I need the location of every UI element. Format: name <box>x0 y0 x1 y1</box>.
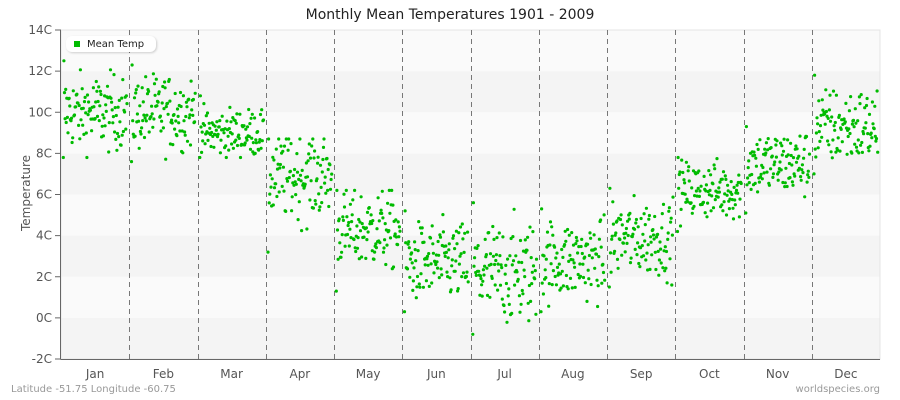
svg-text:6C: 6C <box>36 188 52 202</box>
svg-text:0C: 0C <box>36 311 52 325</box>
svg-text:Jun: Jun <box>426 367 446 381</box>
location-caption: Latitude -51.75 Longitude -60.75 <box>11 384 176 395</box>
svg-text:Sep: Sep <box>630 367 653 381</box>
svg-text:Oct: Oct <box>699 367 720 381</box>
svg-text:Nov: Nov <box>766 367 789 381</box>
svg-text:10C: 10C <box>28 105 52 119</box>
svg-text:4C: 4C <box>36 229 52 243</box>
svg-text:2C: 2C <box>36 270 52 284</box>
svg-text:-2C: -2C <box>32 352 52 366</box>
chart-title: Monthly Mean Temperatures 1901 - 2009 <box>305 7 595 23</box>
svg-text:14C: 14C <box>28 23 52 37</box>
svg-text:Apr: Apr <box>289 367 310 381</box>
y-axis-label: Temperature <box>19 155 33 232</box>
svg-text:May: May <box>356 367 381 381</box>
legend-swatch-icon <box>74 41 80 47</box>
svg-text:Dec: Dec <box>834 367 857 381</box>
source-credit: worldspecies.org <box>795 384 880 395</box>
legend-label: Mean Temp <box>87 38 145 50</box>
svg-text:Mar: Mar <box>220 367 243 381</box>
svg-text:8C: 8C <box>36 146 52 160</box>
svg-text:Aug: Aug <box>561 367 584 381</box>
svg-text:Jul: Jul <box>496 367 511 381</box>
legend: Mean Temp <box>66 36 157 52</box>
svg-text:Feb: Feb <box>153 367 174 381</box>
svg-text:12C: 12C <box>28 64 52 78</box>
svg-text:Jan: Jan <box>85 367 105 381</box>
